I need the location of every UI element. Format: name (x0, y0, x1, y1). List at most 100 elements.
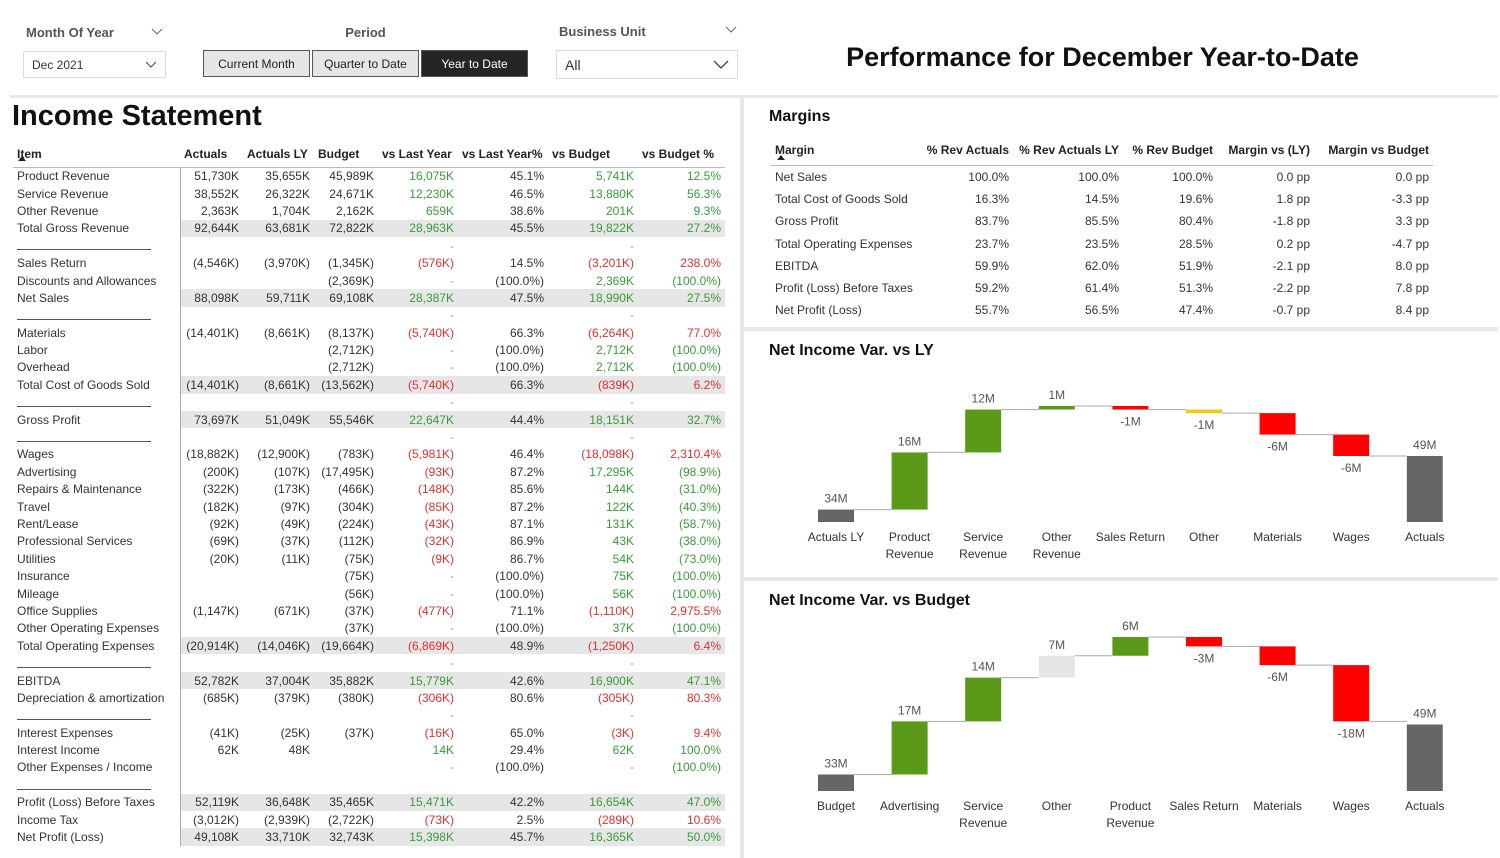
table-cell: 16,900K (548, 671, 638, 690)
table-cell: (107K) (273, 464, 310, 479)
table-cell (180, 585, 243, 602)
table-cell (243, 776, 314, 793)
panel-title: Margins (769, 108, 831, 125)
table-cell: 8.4 pp (1395, 303, 1429, 318)
total-row: Net Sales 88,098K 59,711K 69,108K 28,387K 47.… (13, 289, 725, 307)
table-cell: (85K) (424, 499, 454, 514)
column-header: vs Budget % (638, 141, 725, 168)
table-cell: (100.0%) (495, 569, 544, 584)
income-statement-table: Item Actuals Actuals LY Budget vs Last Year v… (13, 141, 725, 846)
month-dropdown[interactable]: Dec 2021 (23, 51, 166, 78)
group-divider (17, 249, 151, 251)
table-cell (638, 428, 725, 445)
table-cell: 144K (605, 482, 634, 497)
total-row: Total Cost of Goods Sold (14,401K) (8,661K… (13, 376, 725, 394)
bar (1038, 406, 1075, 410)
table-cell: Gross Profit (775, 214, 839, 229)
bar (1406, 724, 1443, 791)
column-header: % Rev Actuals LY (1013, 135, 1123, 166)
period-button[interactable]: Quarter to Date (312, 50, 419, 77)
table-row: Profit (Loss) Before Taxes 59.2% 61.4% 51.3… (771, 277, 1433, 299)
table-cell: (6,869K) (378, 637, 458, 655)
table-cell: - (630, 395, 634, 410)
table-cell (458, 707, 548, 724)
table-cell: 52,782K (180, 671, 243, 690)
table-cell: Total Operating Expenses (13, 637, 181, 655)
table-cell: Product Revenue (13, 167, 181, 185)
table-cell: (16K) (424, 725, 454, 740)
table-row: -- (13, 428, 725, 446)
table-cell: 1.8 pp (1276, 192, 1310, 207)
table-cell: Service Revenue (13, 184, 181, 203)
table-cell: (100.0%) (495, 621, 544, 636)
table-cell: (671K) (273, 603, 310, 618)
divider (744, 327, 1498, 331)
value-label: -6M (1267, 670, 1288, 684)
table-row: Rent/Lease (92K) (49K) (224K) (43K) 87.1% 131K… (13, 515, 725, 533)
table-cell: 69,108K (314, 289, 378, 307)
table-cell (13, 654, 181, 672)
table-cell: -4.7 pp (1391, 236, 1429, 251)
table-cell: 65.0% (509, 725, 544, 740)
table-cell: 9.3% (693, 203, 721, 218)
table-cell: Professional Services (13, 532, 181, 551)
table-cell: (100.0%) (672, 343, 721, 358)
table-cell: (49K) (280, 517, 310, 531)
table-cell (458, 307, 548, 324)
x-tick-label: Budget (816, 799, 856, 813)
table-head: Margin% Rev Actuals% Rev Actuals LY% Rev… (771, 135, 1433, 166)
table-cell: 35,465K (314, 793, 378, 811)
table-cell: 47.1% (638, 671, 725, 690)
group-divider (17, 319, 151, 321)
table-cell: (40.3%) (678, 499, 721, 514)
chart-title: Net Income Var. vs Budget (769, 592, 971, 609)
table-cell: 6.4% (638, 637, 725, 655)
divider (740, 98, 744, 858)
bar (965, 677, 1002, 722)
table-cell: 27.2% (638, 219, 725, 238)
table-cell: (8,661K) (263, 325, 310, 340)
table-cell: 36,648K (243, 793, 314, 811)
table-cell: (2,722K) (327, 812, 374, 827)
table-cell: (2,712K) (327, 343, 374, 358)
table-cell (180, 341, 243, 358)
table-cell: Other Operating Expenses (13, 619, 181, 638)
table-cell: Overhead (13, 358, 181, 377)
group-divider (17, 719, 151, 720)
table-cell: 8.0 pp (1395, 258, 1429, 273)
table-cell (243, 585, 314, 602)
table-cell: Total Operating Expenses (775, 236, 913, 251)
table-cell: (100.0%) (495, 273, 544, 288)
table-cell: (5,740K) (407, 325, 454, 340)
sort-indicator (777, 155, 785, 160)
table-row: -- (13, 306, 725, 325)
table-body: Product Revenue 51,730K 35,655K 45,989K 16,0… (13, 167, 725, 846)
table-cell: 37,004K (243, 671, 314, 690)
business-unit-dropdown[interactable]: All (556, 50, 738, 79)
table-cell: 86.7% (509, 551, 544, 566)
table-row: Utilities (20K) (11K) (75K) (9K) 86.7% 54K (73.… (13, 550, 725, 568)
table-cell: (11K) (281, 551, 310, 566)
period-button[interactable]: Year to Date (421, 50, 528, 77)
x-tick-label: Other (1188, 530, 1219, 544)
table-cell (13, 393, 181, 411)
table-cell: 19,822K (548, 219, 638, 238)
table-row: -- (13, 237, 725, 255)
period-button[interactable]: Current Month (203, 50, 310, 77)
table-cell: (18,098K) (581, 447, 634, 462)
table-cell: 18,990K (548, 289, 638, 307)
table-cell (638, 237, 725, 254)
table-cell: 131K (605, 517, 634, 531)
table-cell: (100.0%) (672, 360, 721, 375)
table-cell: Mileage (13, 584, 181, 603)
table-cell: 13,880K (589, 186, 634, 201)
table-cell: 6.2% (638, 376, 725, 394)
table-cell: (6,264K) (587, 325, 634, 340)
value-label: 16M (898, 434, 921, 448)
table-cell: 9.4% (693, 725, 721, 740)
bar (1038, 655, 1075, 678)
table-cell: (2,939K) (263, 812, 310, 827)
table-cell (180, 707, 243, 724)
table-cell: (92K) (209, 517, 239, 531)
table-cell: 52,119K (180, 793, 243, 811)
